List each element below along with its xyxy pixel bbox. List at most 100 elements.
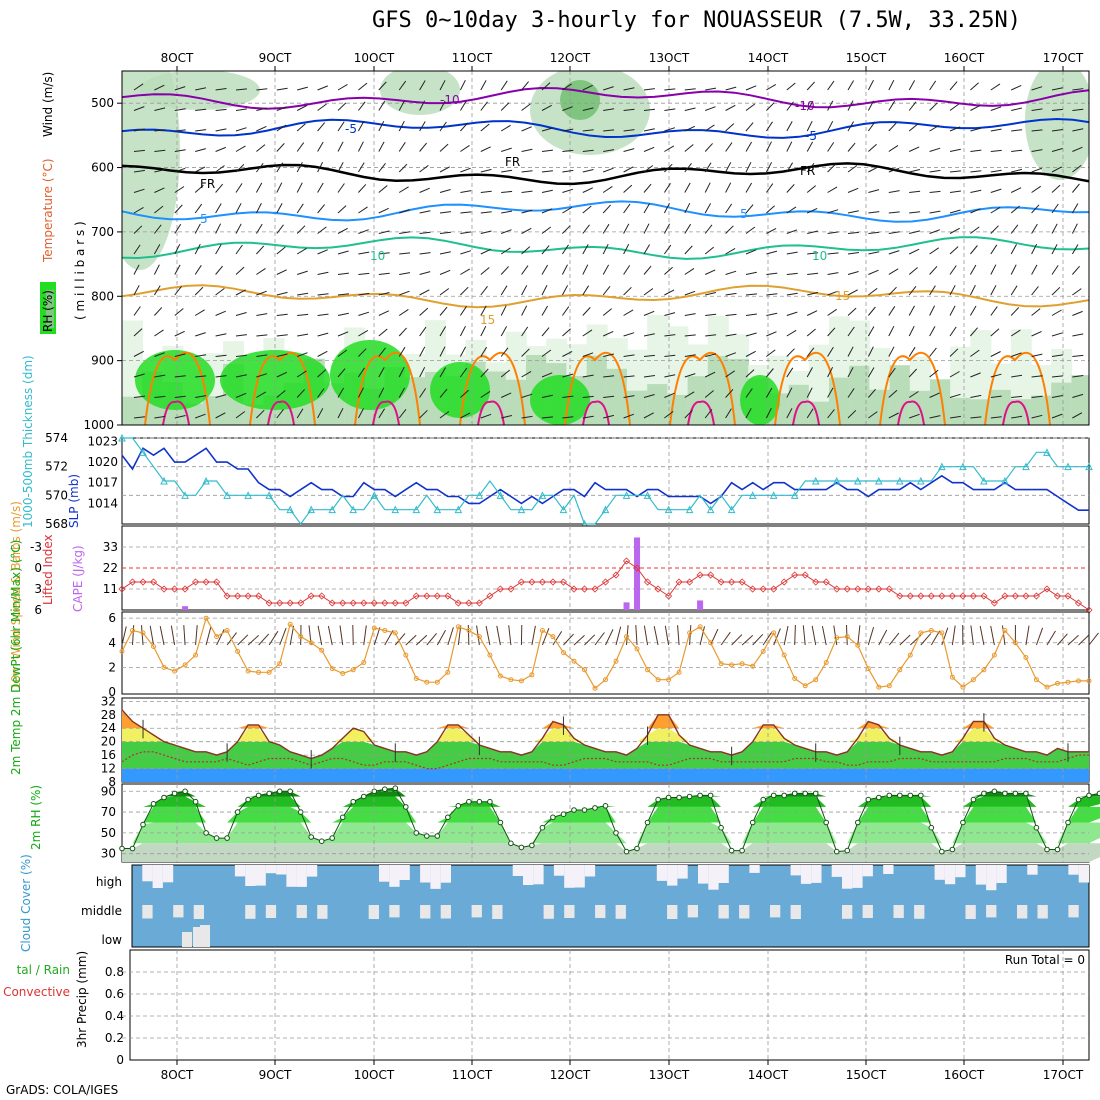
rh-tick-label: 30	[101, 847, 116, 861]
wind-barb	[623, 108, 635, 111]
wind-barb	[215, 244, 222, 255]
wind-speed-point	[350, 667, 356, 673]
rh-point	[529, 842, 535, 849]
wind-barb	[296, 370, 307, 378]
wind-barb	[929, 210, 941, 214]
rh-point	[455, 803, 462, 809]
wind-barb	[888, 79, 895, 91]
lifted-index-panel: -3 0 3 6 11 22 33 Lifted Index CAPE (J/kg)	[30, 525, 1093, 617]
wind-barb	[1010, 187, 1022, 193]
wind-barb	[949, 265, 957, 275]
thickness-marker	[664, 505, 673, 514]
thickness-marker	[160, 476, 168, 485]
wind-barb	[664, 163, 673, 173]
surface-wind-barb	[317, 625, 323, 646]
surface-wind-barb	[752, 633, 764, 646]
wind-speed-point	[750, 663, 756, 669]
wind-barb	[133, 395, 145, 398]
wind-barb	[561, 264, 568, 275]
rh-saturated-area-2	[330, 340, 410, 410]
wind-barb	[1072, 183, 1080, 193]
high-cloud-cell	[162, 865, 174, 883]
high-cloud-cell	[708, 865, 719, 890]
wind-barb	[908, 146, 920, 152]
wind-barb	[215, 146, 226, 152]
thickness-marker	[412, 505, 421, 514]
wind-barb	[378, 272, 390, 275]
wind-barb	[990, 264, 997, 275]
wind-barb	[398, 142, 406, 152]
precip-convective-legend: Convective	[3, 985, 70, 999]
wind-barb	[582, 244, 589, 255]
wind-barb	[1011, 107, 1023, 111]
wind-speed-point	[466, 628, 472, 633]
mid-cloud-cell	[296, 905, 307, 918]
wind-barb	[378, 347, 386, 357]
rh-series	[119, 785, 1100, 855]
surface-wind-barb	[990, 625, 995, 646]
wind-barb	[684, 409, 693, 419]
mid-cloud-cell	[389, 905, 400, 918]
wind-barb	[827, 346, 834, 357]
slp-tick-label: 1014	[87, 496, 118, 510]
wind-barb	[500, 392, 512, 398]
thickness-marker	[307, 505, 316, 514]
wind-barb	[1010, 264, 1017, 275]
wind-barb	[929, 285, 936, 296]
wind-speed-point	[592, 685, 598, 691]
wind-barb	[378, 120, 385, 132]
surface-wind-barb	[821, 626, 827, 646]
wind-speed-point	[792, 676, 798, 681]
wind-barb	[766, 250, 778, 255]
lifted-index-point	[202, 578, 210, 586]
wind-barb	[1072, 412, 1083, 419]
wind-barb	[357, 367, 365, 378]
wind-barb	[1051, 87, 1063, 91]
rh-point	[382, 786, 388, 793]
wind-barb	[256, 245, 265, 255]
wind-barb	[868, 166, 879, 173]
rh-band-mid	[505, 379, 527, 425]
wind-barb	[153, 244, 161, 255]
wind-barb	[174, 129, 186, 132]
wind-barb	[949, 371, 960, 378]
wind-barb	[582, 264, 589, 275]
wind-speed-point	[886, 683, 892, 689]
wind-barb	[480, 168, 492, 173]
wind-speed-point	[476, 634, 482, 640]
wind-barb	[1031, 286, 1039, 296]
wind-barb	[929, 169, 941, 173]
wind-barb	[765, 387, 773, 398]
wind-barb	[909, 230, 921, 234]
rh-point	[749, 819, 756, 826]
high-cloud-cell	[399, 865, 410, 880]
slp-axis: 568 570 572 574 1014 1017 1020 1023	[45, 431, 118, 531]
temp-tick-label: 20	[101, 735, 116, 749]
wind-speed-point	[844, 634, 850, 640]
wind-barb	[684, 107, 696, 111]
thickness-marker	[202, 476, 210, 485]
rh-point	[907, 792, 914, 799]
mid-cloud-cell	[739, 905, 750, 919]
wind-barb	[1051, 375, 1063, 378]
wind-barb	[786, 162, 794, 173]
wind-barb	[603, 108, 615, 111]
wind-barb	[562, 328, 571, 337]
thickness-marker	[328, 505, 337, 514]
wind-barb	[765, 183, 774, 193]
high-cloud-cell	[296, 865, 307, 887]
wind-barb	[888, 346, 895, 357]
lifted-index-point	[780, 578, 788, 586]
isotherm-5	[122, 200, 1089, 223]
rh-tick-label: 70	[101, 805, 116, 819]
lifted-index-point	[1011, 592, 1019, 600]
thickness-marker	[244, 491, 252, 499]
rh-point	[812, 790, 819, 797]
temp-band-2	[122, 728, 1089, 742]
high-cloud-cell	[996, 865, 1007, 883]
bottom-date-label: 16OCT	[944, 1068, 985, 1082]
thickness-marker	[223, 491, 231, 499]
lifted-index-point	[213, 578, 221, 586]
wind-speed-point	[550, 634, 556, 640]
